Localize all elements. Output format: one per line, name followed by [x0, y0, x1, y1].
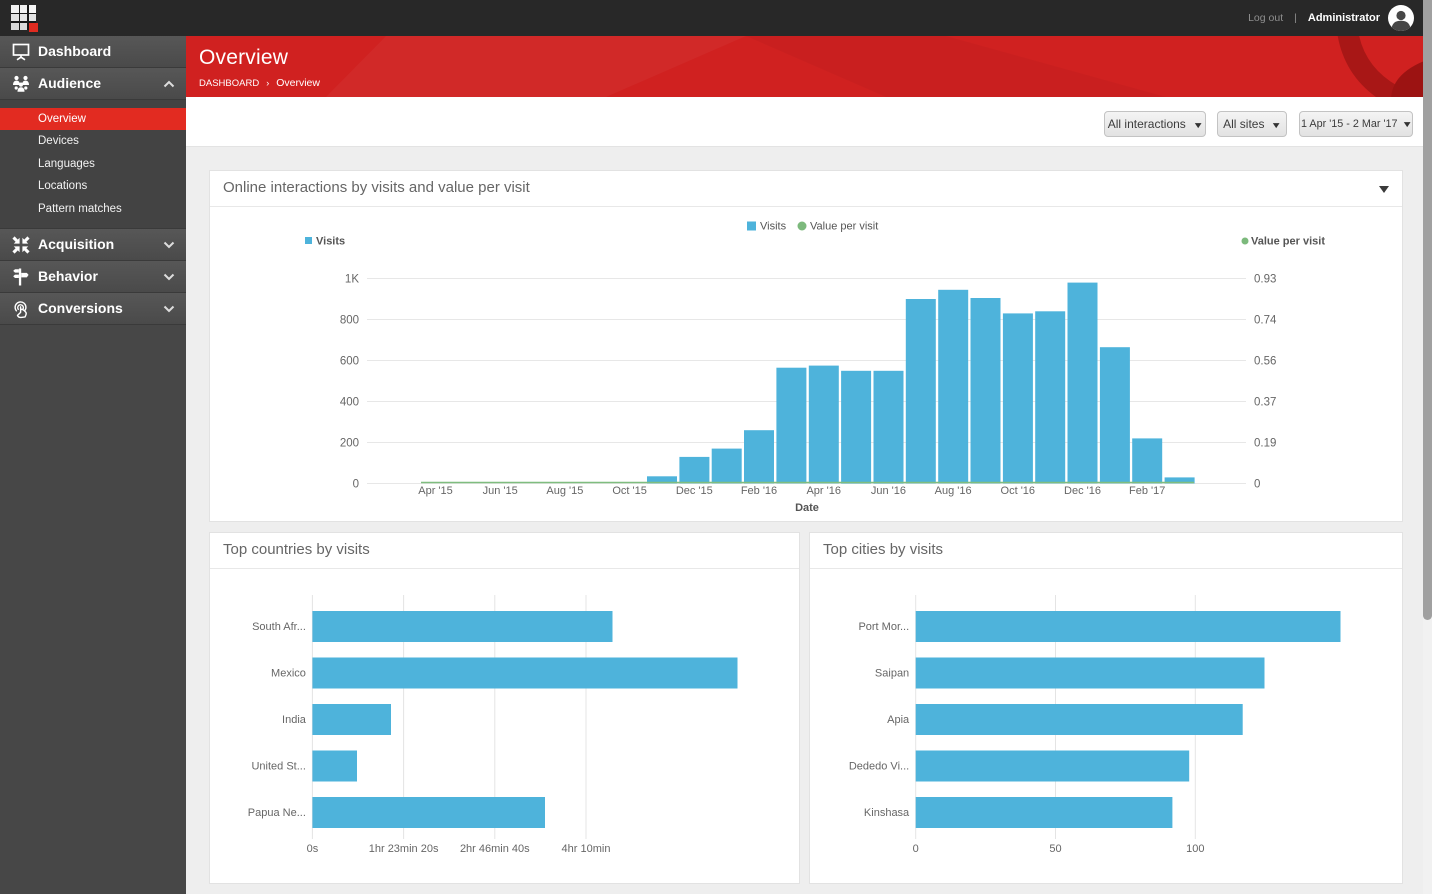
svg-text:Mexico: Mexico [271, 668, 306, 680]
svg-text:800: 800 [340, 315, 359, 327]
svg-text:Aug '16: Aug '16 [935, 485, 972, 497]
svg-text:2hr 46min 40s: 2hr 46min 40s [460, 843, 530, 855]
svg-text:100: 100 [1186, 843, 1204, 855]
svg-text:Dededo Vi...: Dededo Vi... [849, 761, 909, 773]
svg-text:0s: 0s [307, 843, 319, 855]
svg-text:India: India [282, 714, 307, 726]
svg-text:Visits: Visits [760, 221, 787, 233]
svg-text:200: 200 [340, 438, 359, 450]
svg-text:Feb '16: Feb '16 [741, 485, 777, 497]
svg-text:1hr 23min 20s: 1hr 23min 20s [369, 843, 439, 855]
svg-text:Saipan: Saipan [875, 668, 909, 680]
svg-text:Feb '17: Feb '17 [1129, 485, 1165, 497]
svg-text:Papua Ne...: Papua Ne... [248, 807, 306, 819]
svg-text:400: 400 [340, 397, 359, 409]
svg-text:Apia: Apia [887, 714, 910, 726]
svg-text:Dec '16: Dec '16 [1064, 485, 1101, 497]
svg-text:4hr 10min: 4hr 10min [562, 843, 611, 855]
svg-text:Oct '16: Oct '16 [1001, 485, 1036, 497]
svg-text:0: 0 [913, 843, 919, 855]
svg-text:Value per visit: Value per visit [810, 221, 878, 233]
svg-text:50: 50 [1049, 843, 1061, 855]
svg-text:Aug '15: Aug '15 [546, 485, 583, 497]
svg-text:0: 0 [353, 479, 359, 491]
svg-text:Jun '16: Jun '16 [871, 485, 906, 497]
svg-text:Port Mor...: Port Mor... [858, 621, 909, 633]
svg-text:0.93: 0.93 [1254, 274, 1276, 286]
svg-text:Date: Date [795, 502, 819, 514]
svg-text:Oct '15: Oct '15 [612, 485, 647, 497]
svg-text:0.37: 0.37 [1254, 397, 1276, 409]
svg-text:Dec '15: Dec '15 [676, 485, 713, 497]
svg-text:0.19: 0.19 [1254, 438, 1276, 450]
svg-text:South Afr...: South Afr... [252, 621, 306, 633]
svg-text:600: 600 [340, 356, 359, 368]
svg-text:Jun '15: Jun '15 [483, 485, 518, 497]
svg-text:0: 0 [1254, 479, 1260, 491]
svg-text:Value per visit: Value per visit [1251, 236, 1325, 248]
svg-text:0.56: 0.56 [1254, 356, 1276, 368]
svg-text:Apr '15: Apr '15 [418, 485, 453, 497]
svg-text:United St...: United St... [251, 761, 305, 773]
svg-text:Kinshasa: Kinshasa [864, 807, 910, 819]
svg-text:Apr '16: Apr '16 [806, 485, 841, 497]
svg-text:1K: 1K [345, 274, 359, 286]
svg-text:Visits: Visits [316, 236, 345, 248]
svg-text:0.74: 0.74 [1254, 315, 1277, 327]
